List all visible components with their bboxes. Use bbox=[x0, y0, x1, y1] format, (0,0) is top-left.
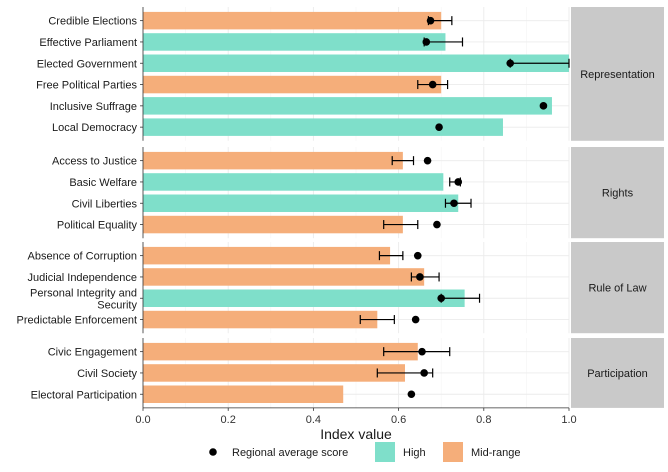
average-point bbox=[411, 315, 420, 324]
bar bbox=[143, 246, 391, 265]
bar bbox=[143, 151, 403, 170]
category-label: Effective Parliament bbox=[39, 37, 137, 49]
facet-strip bbox=[571, 338, 664, 408]
legend-point-label: Regional average score bbox=[232, 447, 348, 459]
facet-strip bbox=[571, 147, 664, 239]
bar bbox=[143, 364, 405, 382]
x-tick-label: 0.0 bbox=[135, 414, 150, 426]
x-tick-label: 0.2 bbox=[221, 414, 236, 426]
bar bbox=[143, 268, 425, 286]
average-point bbox=[413, 251, 422, 260]
legend-swatch bbox=[375, 442, 395, 462]
category-label: Elected Government bbox=[37, 58, 137, 70]
bar bbox=[143, 173, 444, 191]
bar bbox=[143, 215, 403, 234]
bar bbox=[143, 289, 465, 307]
bar bbox=[143, 310, 378, 329]
category-label: Civil Liberties bbox=[72, 198, 138, 210]
category-label: Absence of Corruption bbox=[28, 251, 137, 263]
category-label: Judicial Independence bbox=[28, 272, 137, 284]
legend-swatch bbox=[443, 442, 463, 462]
x-tick-label: 0.6 bbox=[391, 414, 406, 426]
x-axis-title: Index value bbox=[320, 426, 392, 442]
facet-strip bbox=[571, 242, 664, 334]
legend-label: High bbox=[403, 447, 426, 459]
average-point bbox=[435, 123, 443, 131]
category-label: Predictable Enforcement bbox=[17, 315, 137, 327]
category-label: Inclusive Suffrage bbox=[50, 101, 137, 113]
bar bbox=[143, 33, 446, 51]
average-point bbox=[423, 156, 432, 165]
category-label: Basic Welfare bbox=[69, 177, 137, 189]
category-label: Credible Elections bbox=[48, 16, 137, 28]
average-point bbox=[422, 38, 431, 46]
category-label: Access to Justice bbox=[52, 156, 137, 168]
average-point bbox=[407, 390, 416, 399]
category-label: Free Political Parties bbox=[36, 80, 137, 92]
average-point bbox=[454, 178, 463, 186]
bar bbox=[143, 54, 569, 72]
bar bbox=[143, 342, 418, 361]
facet-strip-label: Rule of Law bbox=[588, 283, 646, 295]
facet-strip-label: Participation bbox=[587, 368, 648, 380]
legend-point-key bbox=[209, 448, 217, 456]
average-point bbox=[539, 102, 548, 110]
x-tick-label: 0.8 bbox=[476, 414, 491, 426]
average-point bbox=[450, 199, 458, 208]
average-point bbox=[506, 59, 515, 68]
facet-strip bbox=[571, 7, 664, 141]
bar bbox=[143, 97, 552, 115]
bar bbox=[143, 194, 459, 212]
average-point bbox=[433, 220, 441, 229]
average-point bbox=[418, 347, 426, 356]
category-label: Civic Engagement bbox=[48, 347, 137, 359]
facet-strip-label: Representation bbox=[580, 69, 655, 81]
category-label: Political Equality bbox=[57, 220, 138, 232]
category-label: Civil Society bbox=[77, 368, 137, 380]
average-point bbox=[426, 16, 435, 25]
facet-strip-label: Rights bbox=[602, 188, 634, 200]
category-label: Personal Integrity and Security bbox=[30, 287, 138, 311]
average-point bbox=[416, 273, 424, 281]
bar bbox=[143, 385, 344, 403]
legend-label: Mid-range bbox=[471, 447, 521, 459]
bar bbox=[143, 118, 503, 136]
category-label: Local Democracy bbox=[52, 122, 137, 134]
average-point bbox=[437, 294, 446, 303]
x-tick-label: 1.0 bbox=[561, 414, 576, 426]
average-point bbox=[420, 369, 428, 377]
bar bbox=[143, 75, 442, 94]
bar bbox=[143, 11, 442, 30]
x-tick-label: 0.4 bbox=[306, 414, 321, 426]
category-label: Electoral Participation bbox=[31, 389, 137, 401]
average-point bbox=[428, 80, 437, 89]
